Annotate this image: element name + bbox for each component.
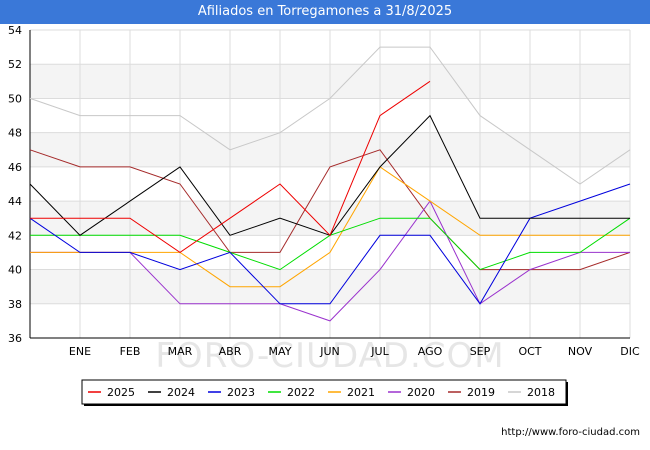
x-tick-label: JUN — [319, 345, 340, 358]
legend-label-2022: 2022 — [287, 386, 315, 399]
series-line-2025 — [30, 80, 431, 254]
legend-label-2019: 2019 — [467, 386, 495, 399]
y-tick-label: 46 — [8, 161, 22, 174]
legend-label-2023: 2023 — [227, 386, 255, 399]
chart-title: Afiliados en Torregamones a 31/8/2025 — [197, 4, 453, 19]
source-text: http://www.foro-ciudad.com — [501, 427, 640, 438]
legend — [81, 379, 567, 405]
legend-label-2025: 2025 — [107, 386, 135, 399]
title-bar: Afiliados en Torregamones a 31/8/2025 — [0, 0, 650, 24]
y-tick-label: 48 — [8, 127, 22, 140]
x-tick-label: ENE — [69, 345, 91, 358]
x-tick-label: ABR — [219, 345, 242, 358]
x-tick-label: JUL — [370, 345, 389, 358]
x-tick-label: SEP — [470, 345, 491, 358]
y-tick-label: 40 — [8, 264, 22, 277]
series-line-2018 — [29, 46, 631, 185]
watermark-text: FORO-CIUDAD.COM — [155, 336, 504, 376]
legend-label-2021: 2021 — [347, 386, 375, 399]
legend-label-2020: 2020 — [407, 386, 435, 399]
legend-label-2024: 2024 — [167, 386, 195, 399]
legend-label-2018: 2018 — [527, 386, 555, 399]
x-tick-label: NOV — [568, 345, 593, 358]
x-tick-label: MAY — [269, 345, 292, 358]
y-tick-label: 38 — [8, 298, 22, 311]
y-tick-label: 42 — [8, 229, 22, 242]
x-tick-label: MAR — [168, 345, 193, 358]
y-tick-label: 50 — [8, 92, 22, 105]
y-tick-label: 52 — [8, 58, 22, 71]
y-tick-label: 36 — [8, 332, 22, 345]
x-tick-label: DIC — [620, 345, 640, 358]
x-tick-label: FEB — [120, 345, 141, 358]
y-tick-label: 44 — [8, 195, 22, 208]
y-tick-label: 54 — [8, 24, 22, 37]
x-tick-label: AGO — [418, 345, 443, 358]
x-tick-label: OCT — [518, 345, 541, 358]
